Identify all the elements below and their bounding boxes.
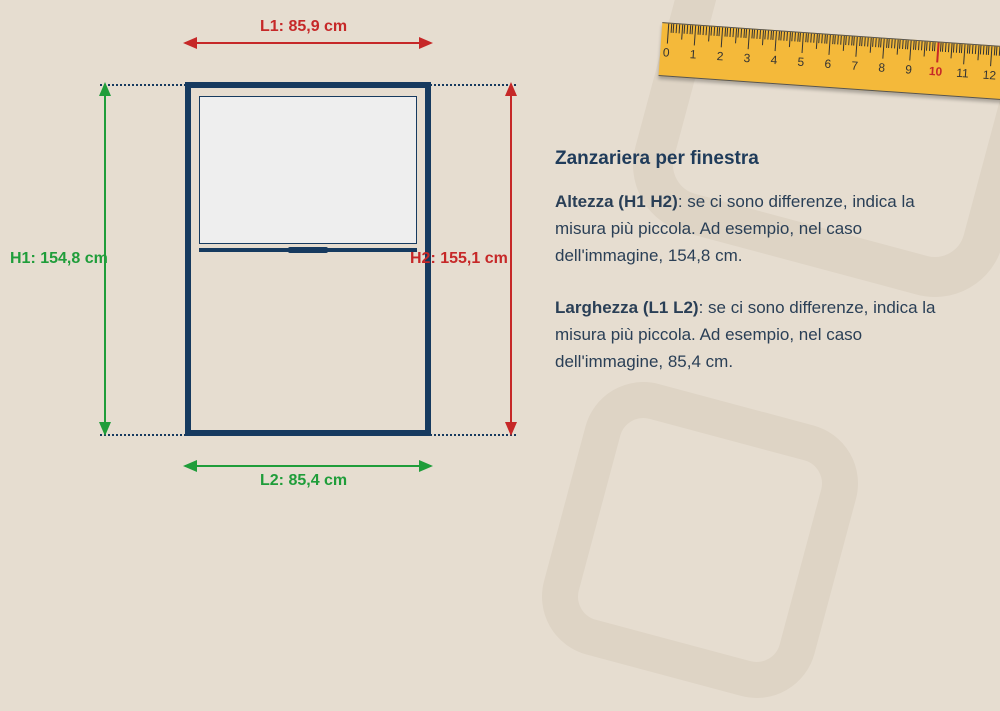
background-decoration: [529, 369, 872, 711]
title: Zanzariera per finestra: [555, 148, 955, 170]
paragraph-width: Larghezza (L1 L2): se ci sono differenze…: [555, 294, 955, 376]
label-height: Altezza (H1 H2): [555, 192, 678, 211]
paragraph-height: Altezza (H1 H2): se ci sono differenze, …: [555, 188, 955, 270]
description-column: Zanzariera per finestra Altezza (H1 H2):…: [555, 148, 955, 399]
measurement-diagram: L1: 85,9 cmL2: 85,4 cmH1: 154,8 cmH2: 15…: [80, 20, 480, 480]
label-width: Larghezza (L1 L2): [555, 298, 699, 317]
